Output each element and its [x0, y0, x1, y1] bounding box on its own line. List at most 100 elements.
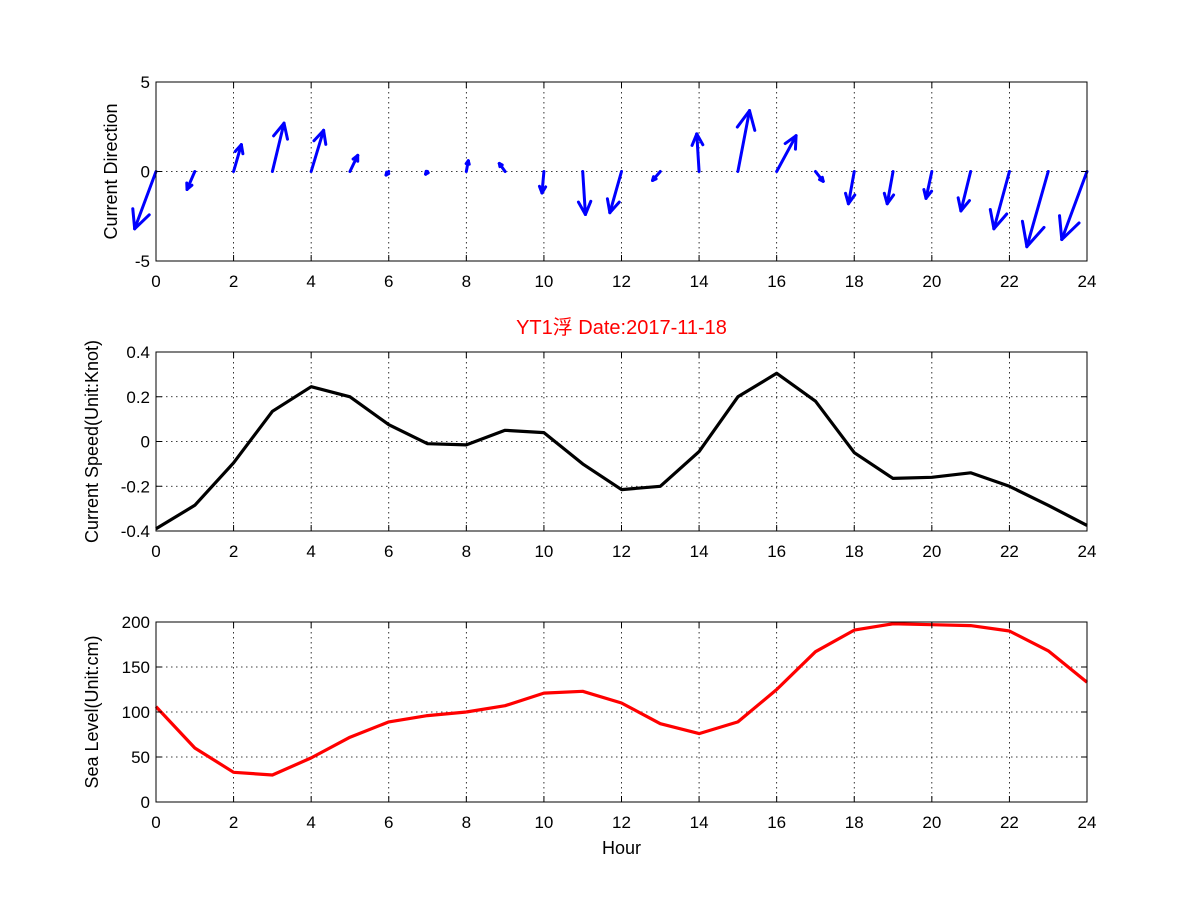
arrow-head	[497, 161, 502, 169]
arrow-head	[651, 177, 658, 182]
arrow-head	[282, 121, 289, 141]
direction-arrow	[1020, 170, 1050, 249]
direction-arrow	[690, 132, 705, 173]
arrow-shaft	[924, 170, 934, 200]
speed-series	[155, 371, 1088, 531]
arrow-head	[272, 121, 286, 138]
arrow-head	[735, 109, 752, 129]
x-tick-label: 16	[767, 813, 786, 832]
y-tick-label: 100	[122, 703, 150, 722]
direction-arrow	[576, 170, 593, 216]
direction-arrow	[882, 170, 896, 206]
x-tick-label: 12	[612, 813, 631, 832]
direction-arrow	[605, 170, 623, 215]
direction-panel: 0 2 4 6 8 10 12 14 16 18 20 22 24-505 Current Direct…	[101, 73, 1096, 291]
arrow-head	[992, 212, 1009, 231]
x-tick-label: 12	[612, 272, 631, 291]
direction-arrow	[537, 170, 548, 195]
direction-arrow	[424, 169, 430, 176]
x-tick-label: 10	[534, 813, 553, 832]
arrow-shaft	[736, 109, 752, 173]
y-tick-label: 0	[141, 793, 150, 812]
x-tick-label: 6	[384, 542, 393, 561]
x-tick-label: 8	[462, 542, 471, 561]
arrow-shaft	[959, 170, 973, 213]
direction-y-axis-label: Current Direction	[101, 103, 121, 239]
x-tick-label: 10	[534, 542, 553, 561]
x-tick-label: 0	[151, 272, 160, 291]
x-tick-label: 24	[1078, 272, 1097, 291]
direction-arrow	[735, 109, 757, 173]
direction-arrow	[1058, 170, 1089, 242]
arrow-shaft	[133, 170, 158, 231]
chart-title: YT1浮 Date:2017-11-18	[516, 316, 727, 339]
arrow-shaft	[608, 170, 623, 215]
x-tick-label: 22	[1000, 272, 1019, 291]
y-tick-label: -0.4	[121, 522, 150, 541]
arrow-head	[748, 109, 757, 132]
arrow-head	[1058, 214, 1064, 242]
x-tick-label: 18	[845, 542, 864, 561]
arrow-head	[583, 199, 593, 216]
y-tick-label: -5	[135, 252, 150, 271]
arrow-head	[690, 132, 699, 147]
arrow-shaft	[695, 132, 701, 173]
x-tick-label: 2	[229, 272, 238, 291]
arrow-head	[885, 193, 896, 206]
x-tick-label: 14	[690, 272, 709, 291]
arrow-head	[133, 213, 151, 231]
x-tick-label: 16	[767, 542, 786, 561]
arrow-head	[185, 183, 194, 191]
direction-arrow	[185, 170, 197, 191]
arrow-head	[988, 208, 996, 231]
direction-arrow	[497, 161, 507, 173]
x-tick-label: 14	[690, 542, 709, 561]
y-tick-label: 0.2	[126, 388, 150, 407]
arrow-head	[608, 200, 621, 215]
x-tick-label: 12	[612, 542, 631, 561]
x-tick-label: 14	[690, 813, 709, 832]
x-tick-label: 22	[1000, 813, 1019, 832]
arrow-head	[576, 200, 587, 216]
direction-arrow	[651, 170, 662, 182]
arrow-head	[1020, 219, 1029, 249]
x-tick-label: 18	[845, 813, 864, 832]
x-tick-label: 4	[306, 272, 315, 291]
direction-arrow	[813, 170, 825, 183]
direction-arrow	[309, 128, 328, 173]
x-tick-label: 6	[384, 272, 393, 291]
y-tick-label: 0	[141, 433, 150, 452]
speed-panel: YT1浮 Date:2017-11-18 0 2 4 6 8 10 12 14 16 18 20 22…	[82, 316, 1096, 561]
x-tick-label: 2	[229, 542, 238, 561]
arrow-head	[695, 132, 705, 147]
x-tick-label: 16	[767, 272, 786, 291]
y-tick-label: 50	[131, 748, 150, 767]
x-tick-label: 4	[306, 813, 315, 832]
direction-arrow	[956, 170, 973, 213]
speed-gridlines	[156, 352, 1087, 531]
speed-ticks: 0 2 4 6 8 10 12 14 16 18 20 22 24-0.4-0.200.20.4	[121, 343, 1097, 561]
x-tick-label: 20	[922, 272, 941, 291]
arrow-head	[351, 153, 360, 161]
arrow-head	[1060, 221, 1081, 242]
arrow-head	[131, 207, 137, 231]
direction-arrow	[131, 170, 158, 231]
arrow-head	[793, 134, 798, 151]
x-tick-label: 20	[922, 542, 941, 561]
arrow-shaft	[885, 170, 895, 206]
arrow-head	[233, 143, 243, 154]
arrow-shaft	[846, 170, 856, 206]
y-tick-label: 200	[122, 613, 150, 632]
direction-arrows	[131, 109, 1089, 249]
direction-arrow	[922, 170, 934, 200]
direction-arrow	[775, 134, 798, 173]
x-tick-label: 0	[151, 542, 160, 561]
x-tick-label: 20	[922, 813, 941, 832]
x-tick-label: 22	[1000, 542, 1019, 561]
direction-arrow	[270, 121, 289, 173]
arrow-head	[820, 175, 825, 183]
arrow-shaft	[1060, 170, 1089, 242]
direction-arrow	[464, 159, 471, 173]
arrow-head	[312, 128, 326, 143]
